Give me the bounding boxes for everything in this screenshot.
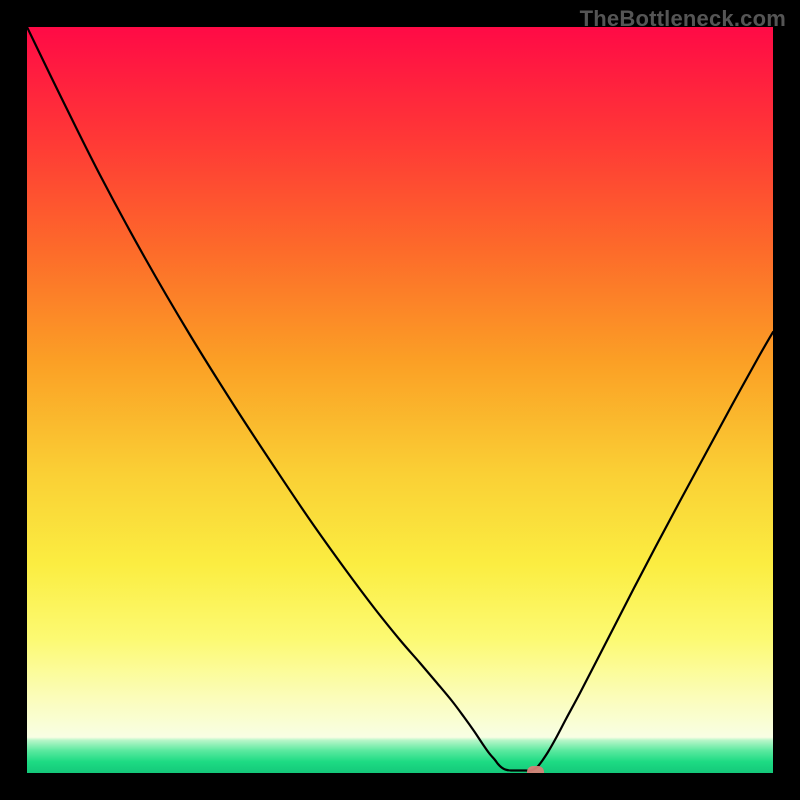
gradient-background <box>27 27 773 773</box>
chart-frame: TheBottleneck.com <box>0 0 800 800</box>
bottleneck-chart <box>27 27 773 773</box>
plot-area <box>27 27 773 773</box>
